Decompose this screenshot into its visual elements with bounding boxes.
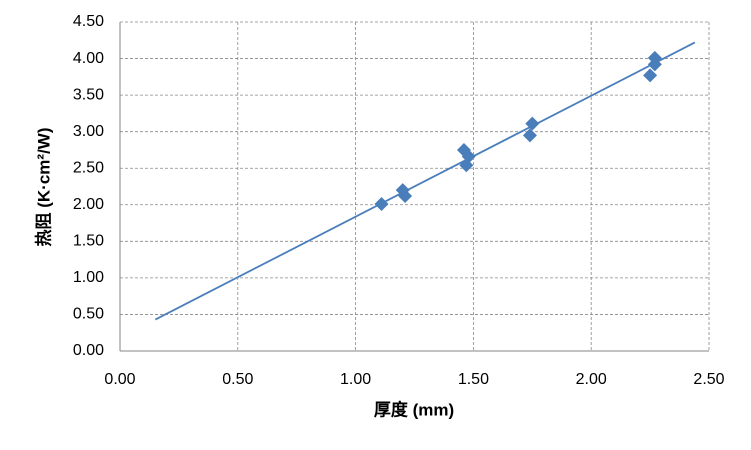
y-tick-label: 2.00	[73, 196, 104, 213]
y-axis-title: 热阻 (K·cm²/W)	[33, 128, 53, 247]
x-tick-label: 0.00	[104, 371, 135, 388]
x-tick-label: 1.50	[458, 371, 489, 388]
y-tick-label: 3.50	[73, 86, 104, 103]
y-tick-label: 0.50	[73, 306, 104, 323]
x-tick-label: 2.50	[693, 371, 724, 388]
x-axis-title: 厚度 (mm)	[374, 399, 454, 419]
y-tick-label: 0.00	[73, 342, 104, 359]
data-point	[643, 68, 658, 83]
data-point	[522, 128, 537, 143]
y-tick-label: 4.00	[73, 50, 104, 67]
y-tick-label: 4.50	[73, 13, 104, 30]
y-tick-label: 2.50	[73, 159, 104, 176]
x-tick-label: 0.50	[222, 371, 253, 388]
y-tick-label: 1.50	[73, 233, 104, 250]
data-point	[525, 116, 540, 131]
y-tick-label: 3.00	[73, 123, 104, 140]
x-tick-label: 2.00	[576, 371, 607, 388]
x-tick-label: 1.00	[340, 371, 371, 388]
y-tick-label: 1.00	[73, 269, 104, 286]
trend-line	[154, 41, 696, 321]
